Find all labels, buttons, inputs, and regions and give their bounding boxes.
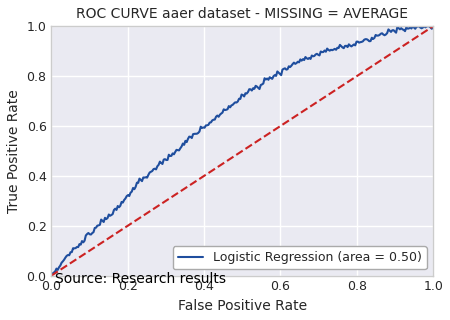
Title: ROC CURVE aaer dataset - MISSING = AVERAGE: ROC CURVE aaer dataset - MISSING = AVERA… xyxy=(76,7,408,21)
Legend: Logistic Regression (area = 0.50): Logistic Regression (area = 0.50) xyxy=(173,246,427,269)
Logistic Regression (area = 0.50) xyxy=(282,67,288,70)
Logistic Regression (area = 0.50) xyxy=(410,24,415,28)
Logistic Regression (area = 0.50) xyxy=(49,274,54,277)
X-axis label: False Positive Rate: False Positive Rate xyxy=(178,299,307,313)
Text: Source: Research results: Source: Research results xyxy=(55,272,226,286)
Logistic Regression (area = 0.50) xyxy=(430,24,436,28)
Logistic Regression (area = 0.50) xyxy=(395,25,400,29)
Logistic Regression (area = 0.50) xyxy=(274,69,280,73)
Logistic Regression (area = 0.50) xyxy=(370,37,376,41)
Logistic Regression (area = 0.50) xyxy=(276,71,281,75)
Y-axis label: True Positive Rate: True Positive Rate xyxy=(7,89,21,213)
Logistic Regression (area = 0.50) xyxy=(50,272,55,276)
Line: Logistic Regression (area = 0.50): Logistic Regression (area = 0.50) xyxy=(51,26,433,276)
